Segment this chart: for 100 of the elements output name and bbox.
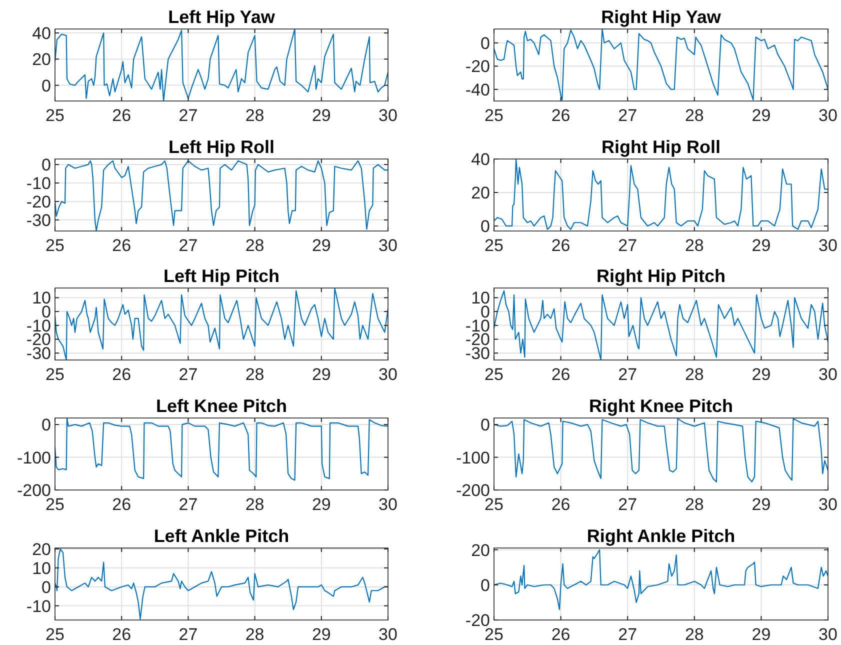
x-tick-label: 30 <box>818 365 838 384</box>
line-series <box>55 548 388 620</box>
x-tick-label: 30 <box>818 625 838 644</box>
y-tick-label: -40 <box>465 80 490 100</box>
chart-title: Left Hip Roll <box>168 137 274 157</box>
x-tick-label: 28 <box>684 106 704 125</box>
x-tick-label: 25 <box>46 106 64 125</box>
chart-title: Left Knee Pitch <box>156 396 288 416</box>
y-tick-label: 40 <box>32 24 51 43</box>
x-tick-label: 26 <box>551 495 570 514</box>
line-series <box>55 29 388 101</box>
x-tick-label: 27 <box>618 495 638 514</box>
x-tick-label: 25 <box>46 625 64 644</box>
y-tick-label: -30 <box>26 210 51 230</box>
x-tick-label: 29 <box>312 625 331 644</box>
x-tick-label: 28 <box>684 236 704 255</box>
x-tick-label: 25 <box>484 365 504 384</box>
chart-title: Right Ankle Pitch <box>586 526 736 546</box>
x-tick-label: 29 <box>312 236 331 255</box>
y-tick-label: 0 <box>42 156 51 175</box>
x-tick-label: 25 <box>484 495 504 514</box>
x-tick-label: 25 <box>484 236 504 255</box>
x-tick-label: 30 <box>818 495 838 514</box>
y-tick-label: 0 <box>480 216 490 236</box>
x-tick-label: 28 <box>684 625 704 644</box>
x-tick-label: 27 <box>178 365 198 384</box>
chart-title: Right Hip Pitch <box>596 266 726 286</box>
x-tick-label: 28 <box>245 365 264 384</box>
x-tick-label: 27 <box>178 236 198 255</box>
y-tick-label: 40 <box>471 150 490 169</box>
x-tick-label: 25 <box>484 106 504 125</box>
y-tick-label: -100 <box>456 448 490 468</box>
y-tick-label: 0 <box>42 76 51 96</box>
chart-title: Right Hip Roll <box>602 137 720 157</box>
x-tick-label: 26 <box>112 625 132 644</box>
x-tick-label: 30 <box>818 236 838 255</box>
x-tick-label: 30 <box>378 365 398 384</box>
x-tick-label: 25 <box>46 495 64 514</box>
x-tick-label: 28 <box>245 236 264 255</box>
x-tick-label: 26 <box>112 236 132 255</box>
x-tick-label: 25 <box>484 625 504 644</box>
x-tick-label: 27 <box>178 625 198 644</box>
x-tick-label: 28 <box>245 106 264 125</box>
x-tick-label: 30 <box>378 495 398 514</box>
x-tick-label: 28 <box>245 625 264 644</box>
y-tick-label: 20 <box>32 540 51 559</box>
y-tick-label: 0 <box>480 576 490 595</box>
x-tick-label: 29 <box>312 365 331 384</box>
x-tick-label: 27 <box>618 236 638 255</box>
y-tick-label: 0 <box>480 416 490 435</box>
x-tick-label: 27 <box>178 495 198 514</box>
line-series <box>55 160 388 231</box>
y-tick-label: -10 <box>26 596 51 616</box>
x-tick-label: 26 <box>551 625 570 644</box>
chart-title: Right Hip Yaw <box>601 7 722 27</box>
x-tick-label: 29 <box>752 365 771 384</box>
x-tick-label: 26 <box>112 365 132 384</box>
x-tick-label: 29 <box>312 495 331 514</box>
x-tick-label: 25 <box>46 236 64 255</box>
chart-title: Left Hip Yaw <box>168 7 276 27</box>
x-tick-label: 27 <box>618 365 638 384</box>
line-series <box>55 418 388 481</box>
line-series <box>494 290 828 360</box>
x-tick-label: 25 <box>46 365 64 384</box>
x-tick-label: 27 <box>618 625 638 644</box>
x-tick-label: 29 <box>752 625 771 644</box>
chart-title: Left Hip Pitch <box>164 266 280 286</box>
x-tick-label: 29 <box>752 236 771 255</box>
y-tick-label: -100 <box>16 448 51 468</box>
y-tick-label: -10 <box>26 174 51 193</box>
y-tick-label: 20 <box>32 50 51 70</box>
y-tick-label: 0 <box>42 578 51 597</box>
y-tick-label: -20 <box>26 192 51 212</box>
y-tick-label: 10 <box>32 558 51 578</box>
x-tick-label: 29 <box>752 495 771 514</box>
y-tick-label: -30 <box>465 344 490 364</box>
x-tick-label: 30 <box>818 106 838 125</box>
chart-title: Right Knee Pitch <box>588 396 734 416</box>
x-tick-label: 29 <box>752 106 771 125</box>
y-tick-label: 0 <box>480 34 490 53</box>
x-tick-label: 28 <box>245 495 264 514</box>
line-series <box>55 288 388 360</box>
x-tick-label: 26 <box>551 236 570 255</box>
x-tick-label: 26 <box>551 106 570 125</box>
y-tick-label: -30 <box>26 344 51 364</box>
x-tick-label: 26 <box>112 495 132 514</box>
x-tick-label: 26 <box>112 106 132 125</box>
x-tick-label: 30 <box>378 106 398 125</box>
y-tick-label: -20 <box>465 57 490 76</box>
y-tick-label: 20 <box>471 183 490 202</box>
y-tick-label: 0 <box>42 416 51 435</box>
line-series <box>494 29 828 100</box>
x-tick-label: 29 <box>312 106 331 125</box>
x-tick-label: 30 <box>378 236 398 255</box>
x-tick-label: 26 <box>551 365 570 384</box>
y-tick-label: 20 <box>471 540 490 560</box>
line-series <box>494 418 828 482</box>
x-tick-label: 27 <box>178 106 198 125</box>
x-tick-label: 28 <box>684 495 704 514</box>
line-series <box>494 159 828 230</box>
